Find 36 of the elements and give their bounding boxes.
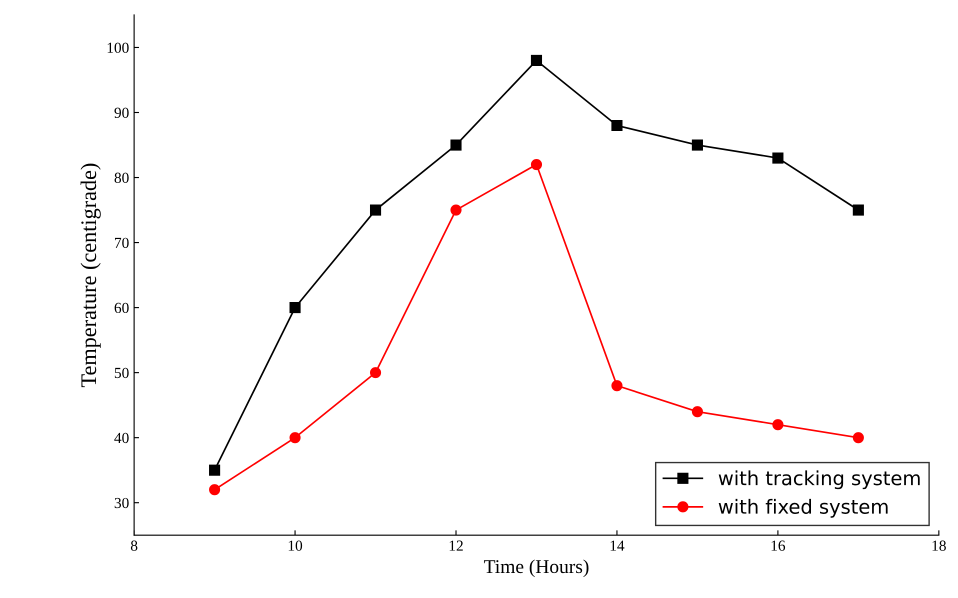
y-tick-label: 100 [108, 42, 129, 53]
legend-label: with fixed system [718, 498, 888, 518]
point [530, 54, 542, 66]
y-tick-label: 70 [114, 238, 129, 248]
x-tick-label: 18 [932, 540, 946, 551]
point [370, 367, 382, 378]
x-tick-label: 16 [772, 540, 786, 551]
point [290, 302, 301, 314]
x-tick-label: 10 [288, 540, 302, 551]
point [852, 432, 864, 444]
y-axis-title: Temperature (centigrade) [80, 164, 101, 388]
x-tick-label: 14 [610, 540, 624, 551]
point [370, 204, 382, 216]
point [290, 432, 301, 444]
point [611, 380, 623, 392]
point [692, 139, 703, 151]
x-axis-title: Time (Hours) [484, 559, 588, 578]
point [772, 152, 784, 164]
point [450, 139, 462, 151]
point [209, 484, 220, 496]
y-tick-label: 60 [114, 302, 129, 314]
legend-label: with tracking system [718, 470, 920, 490]
point [530, 158, 542, 170]
point [611, 120, 623, 132]
x-tick-label: 8 [130, 540, 138, 551]
y-tick-label: 80 [114, 172, 129, 183]
y-tick-label: 90 [114, 108, 129, 118]
point [209, 464, 220, 476]
y-tick-label: 30 [114, 498, 129, 508]
y-tick-label: 40 [114, 432, 129, 444]
point [450, 204, 462, 216]
point [852, 204, 864, 216]
y-tick-label: 50 [114, 368, 129, 378]
point [692, 406, 703, 418]
point [772, 419, 784, 430]
x-tick-label: 12 [450, 540, 463, 551]
